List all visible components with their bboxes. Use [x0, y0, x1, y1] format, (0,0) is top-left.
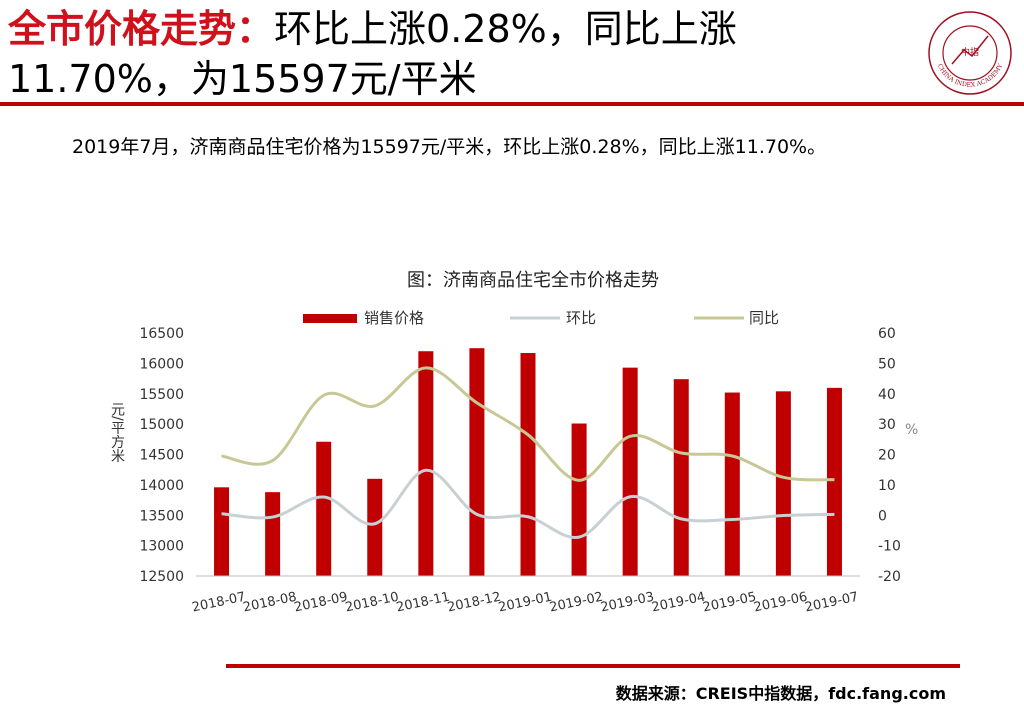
x-tick-label: 2018-08: [242, 590, 298, 616]
title-highlight: 全市价格走势：: [8, 7, 275, 51]
bar-price-2019-04: [673, 379, 689, 576]
y-right-tick-label: -10: [878, 539, 901, 555]
x-tick-label: 2019-03: [599, 590, 655, 616]
summary-text: 2019年7月，济南商品住宅价格为15597元/平米，环比上涨0.28%，同比上…: [72, 136, 827, 158]
y-left-tick-label: 16000: [139, 356, 184, 372]
x-tick-label: 2019-07: [804, 590, 860, 616]
legend-swatch-price: [303, 314, 357, 323]
logo-center-text: 中指: [961, 46, 979, 58]
y-right-tick-label: 60: [878, 326, 896, 342]
x-tick-label: 2019-01: [497, 590, 553, 616]
y-left-tick-label: 13000: [139, 539, 184, 555]
y-left-tick-label: 15500: [139, 387, 184, 403]
x-tick-label: 2019-06: [753, 590, 809, 616]
y-left-tick-label: 14500: [139, 448, 184, 464]
y-right-tick-label: 0: [878, 508, 887, 524]
logo-outer-ring: [928, 11, 1012, 95]
x-tick-label: 2018-07: [191, 590, 247, 616]
x-tick-label: 2019-04: [650, 590, 706, 616]
y-right-tick-label: 30: [878, 417, 896, 433]
bar-price-2018-12: [469, 348, 485, 576]
y-right-tick-label: 20: [878, 448, 896, 464]
bar-price-2019-06: [775, 391, 791, 576]
y-right-tick-label: 10: [878, 478, 896, 494]
china-index-academy-logo: 中指 CHINA INDEX ACADEMY: [928, 11, 1012, 95]
bar-price-2018-07: [214, 487, 230, 576]
y-left-tick-label: 13500: [139, 508, 184, 524]
bar-price-2018-09: [316, 441, 332, 576]
bar-price-2019-05: [724, 392, 740, 576]
x-tick-label: 2018-10: [344, 590, 400, 616]
line-mom: [221, 468, 835, 539]
y-left-axis-label: 元/平方米: [109, 402, 125, 463]
bar-price-2019-07: [826, 387, 842, 576]
x-tick-label: 2018-12: [446, 590, 502, 616]
bar-price-2019-01: [520, 353, 536, 576]
legend-label-yoy: 同比: [749, 309, 779, 327]
bar-price-2018-11: [418, 351, 434, 576]
x-tick-label: 2018-11: [395, 590, 451, 616]
page-title: 全市价格走势：环比上涨0.28%，同比上涨 11.70%，为15597元/平米: [8, 4, 908, 104]
legend-label-price: 销售价格: [364, 309, 424, 327]
footer-divider: [226, 664, 960, 668]
line-yoy: [221, 366, 835, 482]
y-right-tick-label: 50: [878, 356, 896, 372]
bar-price-2018-10: [367, 478, 383, 576]
bar-price-2018-08: [265, 492, 281, 576]
y-right-tick-label: 40: [878, 387, 896, 403]
logo-trend-icon: [951, 35, 989, 65]
x-tick-label: 2019-05: [701, 590, 757, 616]
x-tick-label: 2019-02: [548, 590, 604, 616]
y-left-tick-label: 12500: [139, 569, 184, 585]
y-left-tick-label: 16500: [139, 326, 184, 342]
legend-label-mom: 环比: [566, 309, 596, 327]
bar-price-2019-02: [571, 423, 587, 576]
title-line2: 11.70%，为15597元/平米: [8, 57, 477, 101]
y-right-axis-label: %: [905, 422, 918, 438]
bar-price-2019-03: [622, 367, 638, 576]
y-left-tick-label: 14000: [139, 478, 184, 494]
chart-title: 图：济南商品住宅全市价格走势: [407, 270, 659, 291]
title-divider: [0, 102, 1024, 106]
x-tick-label: 2018-09: [293, 590, 349, 616]
y-right-tick-label: -20: [878, 569, 901, 585]
data-source: 数据来源：CREIS中指数据，fdc.fang.com: [615, 684, 946, 703]
title-line1: 环比上涨0.28%，同比上涨: [274, 7, 737, 51]
y-left-tick-label: 15000: [139, 417, 184, 433]
logo-inner-ring: [942, 25, 998, 81]
